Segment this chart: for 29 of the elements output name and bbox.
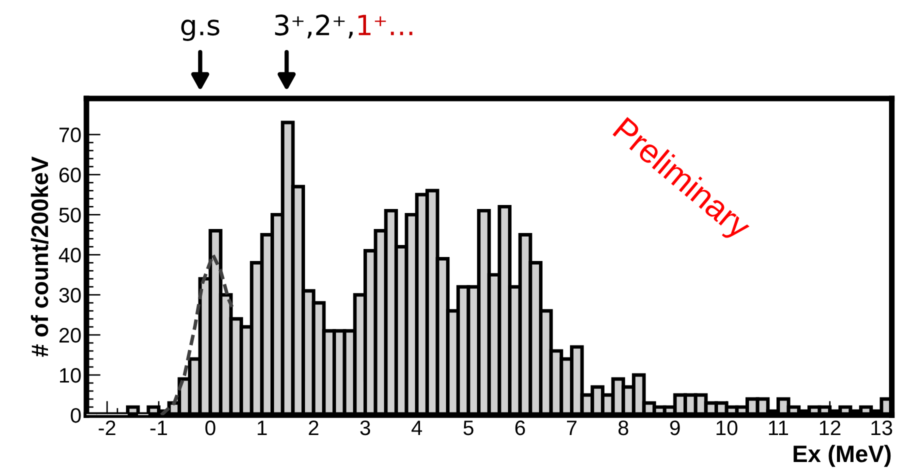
text: 1⁺… — [358, 14, 412, 36]
x-tick-label: 8 — [618, 420, 628, 436]
x-tick-label: 13 — [871, 420, 892, 436]
x-tick-label: 3 — [360, 420, 370, 436]
y-tick-label: 0 — [70, 408, 81, 423]
x-tick-label: 2 — [308, 420, 318, 436]
y-axis-title: # of count/200keV — [30, 156, 48, 357]
x-tick-label: 11 — [768, 420, 788, 436]
text: 3⁺,2⁺, — [275, 14, 353, 38]
x-tick-label: 7 — [567, 420, 576, 436]
x-tick-label: -1 — [150, 420, 167, 436]
y-tick-label: 10 — [60, 368, 81, 383]
x-tick-label: 10 — [716, 420, 738, 436]
x-tick-label: 9 — [670, 420, 680, 436]
y-tick-label: 30 — [59, 288, 81, 303]
y-tick-label: 50 — [59, 208, 81, 222]
x-tick-label: -2 — [98, 420, 116, 436]
x-tick-label: 4 — [412, 420, 422, 436]
text: g.s — [181, 20, 220, 41]
y-tick-label: 20 — [59, 328, 81, 343]
y-tick-label: 60 — [59, 168, 81, 182]
x-axis-title: Ex (MeV) — [794, 444, 891, 467]
x-tick-label: 6 — [515, 420, 525, 436]
x-tick-label: 5 — [464, 420, 474, 436]
x-tick-label: 0 — [205, 420, 216, 436]
y-tick-label: 70 — [59, 128, 81, 142]
y-tick-label: 40 — [58, 248, 81, 263]
x-tick-label: 12 — [820, 420, 840, 436]
x-tick-label: 1 — [258, 420, 267, 436]
